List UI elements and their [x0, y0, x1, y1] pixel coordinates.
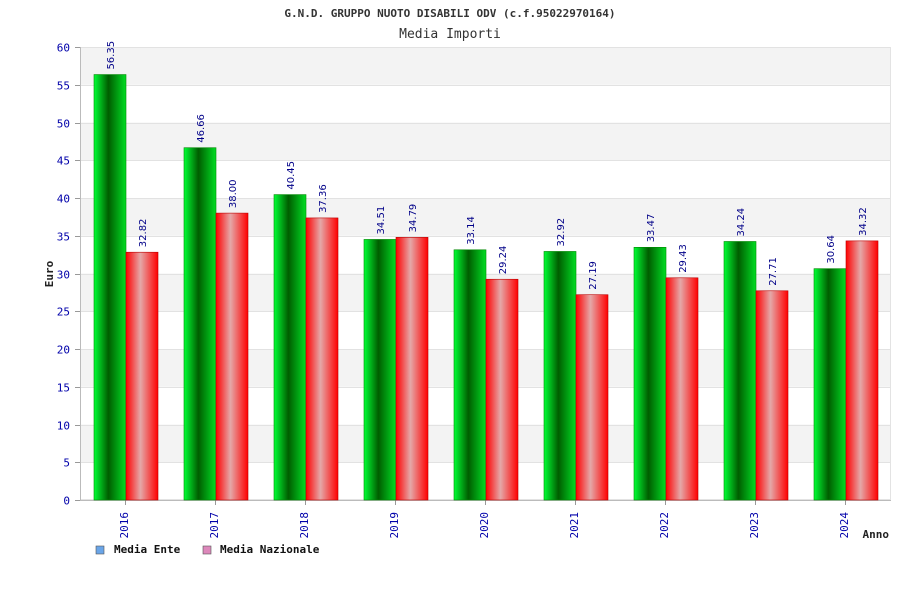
y-tick-label: 40	[57, 193, 70, 206]
data-label-media-ente: 34.51	[376, 206, 387, 235]
y-tick-label: 5	[63, 457, 70, 470]
bar-media-ente	[723, 241, 757, 501]
bar-media-nazionale	[485, 278, 519, 501]
y-tick-label: 10	[57, 420, 70, 433]
x-tick-label: 2024	[838, 512, 851, 539]
x-tick-label: 2021	[568, 512, 581, 539]
data-label-media-ente: 33.47	[646, 214, 657, 243]
chart-title: G.N.D. GRUPPO NUOTO DISABILI ODV (c.f.95…	[284, 7, 615, 20]
y-tick-label: 0	[63, 495, 70, 508]
legend-swatch-media-ente	[95, 545, 105, 555]
bar-media-ente	[633, 247, 667, 501]
y-tick-label: 55	[57, 80, 70, 93]
y-tick-label: 35	[57, 231, 70, 244]
legend-label-media-nazionale: Media Nazionale	[220, 543, 320, 556]
y-tick-label: 30	[57, 269, 70, 282]
bar-media-ente	[813, 268, 847, 501]
bar-media-nazionale	[665, 277, 699, 501]
data-label-media-ente: 34.24	[736, 208, 747, 237]
bar-media-nazionale	[845, 240, 879, 501]
data-label-media-ente: 56.35	[106, 41, 117, 70]
bar-media-nazionale	[305, 217, 339, 501]
data-label-media-nazionale: 34.32	[858, 207, 869, 236]
data-label-media-nazionale: 27.71	[768, 257, 779, 286]
data-label-media-ente: 32.92	[556, 218, 567, 247]
y-tick-label: 50	[57, 118, 70, 131]
y-tick-label: 45	[57, 155, 70, 168]
bar-labels: 56.35 32.82 46.66 38.00 40.45 37.36 34.51 34.79…	[106, 41, 869, 290]
data-label-media-nazionale: 32.82	[138, 219, 149, 248]
data-label-media-nazionale: 29.43	[678, 244, 689, 273]
y-tick-label: 20	[57, 344, 70, 357]
data-label-media-ente: 33.14	[466, 216, 477, 245]
bar-media-nazionale	[395, 237, 429, 501]
x-tick-label: 2018	[298, 512, 311, 539]
x-tick-label: 2019	[388, 512, 401, 539]
legend-label-media-ente: Media Ente	[114, 543, 181, 556]
bar-media-ente	[453, 249, 487, 501]
y-ticks: 0 5 10 15 20 25 30 35 40 45 50 55 60	[57, 42, 80, 508]
bar-media-ente	[93, 74, 127, 501]
x-tick-label: 2016	[118, 512, 131, 539]
data-label-media-nazionale: 34.79	[408, 204, 419, 233]
bar-media-nazionale	[215, 212, 249, 501]
bar-media-ente	[543, 251, 577, 501]
bar-media-nazionale	[755, 290, 789, 501]
x-ticks: 2016 2017 2018 2019 2020 2021 2022 2023 2024	[118, 500, 851, 539]
data-label-media-ente: 40.45	[286, 161, 297, 190]
legend-swatch-media-nazionale	[202, 545, 212, 555]
plot-band	[81, 47, 890, 85]
y-axis-label: Euro	[43, 260, 56, 287]
data-label-media-ente: 30.64	[826, 235, 837, 264]
y-tick-label: 60	[57, 42, 70, 55]
legend: Media Ente Media Nazionale	[95, 543, 320, 556]
x-axis-label: Anno	[863, 528, 890, 541]
x-tick-label: 2022	[658, 512, 671, 539]
x-tick-label: 2017	[208, 512, 221, 539]
data-label-media-nazionale: 37.36	[318, 184, 329, 213]
y-tick-label: 15	[57, 382, 70, 395]
data-label-media-nazionale: 27.19	[588, 261, 599, 290]
x-tick-label: 2023	[748, 512, 761, 539]
x-tick-label: 2020	[478, 512, 491, 539]
bars	[93, 74, 879, 501]
bar-media-nazionale	[575, 294, 609, 501]
bar-media-ente	[363, 239, 397, 501]
bar-media-ente	[183, 147, 217, 501]
bar-media-nazionale	[125, 251, 159, 501]
chart-subtitle: Media Importi	[399, 27, 501, 42]
bar-media-ente	[273, 194, 307, 501]
y-tick-label: 25	[57, 306, 70, 319]
data-label-media-nazionale: 29.24	[498, 246, 509, 275]
data-label-media-nazionale: 38.00	[228, 179, 239, 208]
data-label-media-ente: 46.66	[196, 114, 207, 143]
